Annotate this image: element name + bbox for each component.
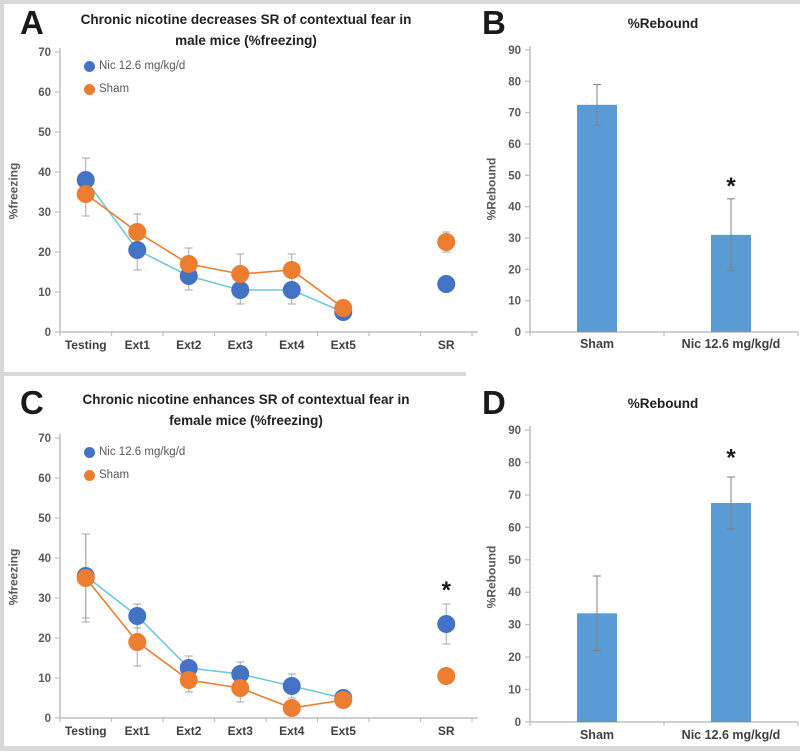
svg-text:Sham: Sham	[580, 728, 614, 742]
svg-text:20: 20	[38, 247, 51, 259]
svg-text:60: 60	[38, 87, 51, 99]
svg-text:Nic 12.6 mg/kg/d: Nic 12.6 mg/kg/d	[682, 337, 781, 351]
svg-text:60: 60	[508, 522, 521, 534]
legend-label-sham: Sham	[99, 83, 130, 95]
chart-d-title: %Rebound	[627, 396, 699, 411]
svg-text:0: 0	[515, 717, 521, 729]
svg-text:*: *	[726, 173, 736, 200]
svg-text:40: 40	[38, 167, 51, 179]
svg-text:90: 90	[508, 425, 521, 437]
svg-text:70: 70	[508, 108, 521, 120]
svg-text:70: 70	[508, 490, 521, 502]
panel-label-d: D	[482, 384, 506, 421]
svg-text:70: 70	[38, 433, 51, 445]
svg-text:Ext5: Ext5	[331, 338, 357, 352]
svg-text:10: 10	[508, 296, 521, 308]
svg-text:0: 0	[45, 713, 51, 725]
svg-text:60: 60	[38, 473, 51, 485]
chart-a-legend: Nic 12.6 mg/kg/d Sham	[84, 60, 185, 106]
svg-text:*: *	[726, 445, 736, 472]
sham-legend-marker-icon	[84, 83, 95, 95]
svg-text:50: 50	[38, 513, 51, 525]
chart-b-title: %Rebound	[627, 16, 699, 31]
legend-item-nic: Nic 12.6 mg/kg/d	[84, 446, 185, 458]
legend-label-nic: Nic 12.6 mg/kg/d	[99, 446, 186, 458]
svg-text:Testing: Testing	[65, 724, 107, 738]
svg-text:40: 40	[508, 202, 521, 214]
svg-text:40: 40	[38, 553, 51, 565]
chart-b-ylabel: %Rebound	[484, 157, 499, 221]
svg-text:Nic 12.6 mg/kg/d: Nic 12.6 mg/kg/d	[682, 728, 781, 742]
svg-text:50: 50	[508, 555, 521, 567]
chart-c-title: Chronic nicotine enhances SR of contextu…	[82, 392, 410, 428]
svg-text:60: 60	[508, 139, 521, 151]
scan-edge-left	[0, 0, 4, 750]
svg-text:Ext4: Ext4	[279, 338, 305, 352]
svg-text:80: 80	[508, 457, 521, 469]
svg-text:Ext3: Ext3	[228, 338, 254, 352]
chart-a-ylabel: %freezing	[6, 162, 21, 220]
svg-text:Testing: Testing	[65, 338, 107, 352]
nic-legend-marker-icon	[84, 446, 95, 458]
svg-text:0: 0	[45, 327, 51, 339]
svg-text:10: 10	[38, 673, 51, 685]
svg-text:Ext2: Ext2	[176, 724, 202, 738]
scan-edge-bottom	[0, 746, 800, 751]
chart-a-title: Chronic nicotine decreases SR of context…	[80, 12, 412, 48]
svg-text:20: 20	[508, 264, 521, 276]
svg-text:50: 50	[38, 127, 51, 139]
legend-item-sham: Sham	[84, 83, 185, 95]
svg-text:50: 50	[508, 170, 521, 182]
svg-text:Ext5: Ext5	[331, 724, 357, 738]
chart-c-ylabel: %freezing	[6, 548, 21, 606]
svg-text:80: 80	[508, 76, 521, 88]
panel-label-a: A	[20, 4, 44, 41]
svg-text:SR: SR	[438, 338, 455, 352]
panel-label-c: C	[20, 384, 44, 421]
svg-text:*: *	[442, 577, 452, 604]
svg-text:20: 20	[508, 652, 521, 664]
sham-legend-marker-icon	[84, 469, 95, 481]
svg-text:30: 30	[38, 593, 51, 605]
chart-c-legend: Nic 12.6 mg/kg/d Sham	[84, 446, 185, 492]
svg-text:30: 30	[508, 233, 521, 245]
svg-text:Ext1: Ext1	[125, 338, 151, 352]
svg-text:Ext1: Ext1	[125, 724, 151, 738]
svg-text:10: 10	[508, 685, 521, 697]
scan-edge-top	[0, 0, 800, 4]
panel-label-b: B	[482, 4, 506, 41]
svg-text:90: 90	[508, 45, 521, 57]
scan-edge-mid	[4, 372, 466, 376]
svg-text:30: 30	[508, 620, 521, 632]
svg-text:Sham: Sham	[580, 337, 614, 351]
svg-text:20: 20	[38, 633, 51, 645]
svg-text:SR: SR	[438, 724, 455, 738]
svg-text:Ext2: Ext2	[176, 338, 202, 352]
legend-label-sham: Sham	[99, 469, 130, 481]
svg-text:10: 10	[38, 287, 51, 299]
svg-text:0: 0	[515, 327, 521, 339]
svg-text:30: 30	[38, 207, 51, 219]
svg-text:40: 40	[508, 587, 521, 599]
legend-label-nic: Nic 12.6 mg/kg/d	[99, 60, 186, 72]
chart-d-ylabel: %Rebound	[484, 545, 499, 609]
legend-item-sham: Sham	[84, 469, 185, 481]
nic-legend-marker-icon	[84, 60, 95, 72]
svg-text:Ext4: Ext4	[279, 724, 305, 738]
legend-item-nic: Nic 12.6 mg/kg/d	[84, 60, 185, 72]
svg-text:70: 70	[38, 47, 51, 59]
svg-text:Ext3: Ext3	[228, 724, 254, 738]
